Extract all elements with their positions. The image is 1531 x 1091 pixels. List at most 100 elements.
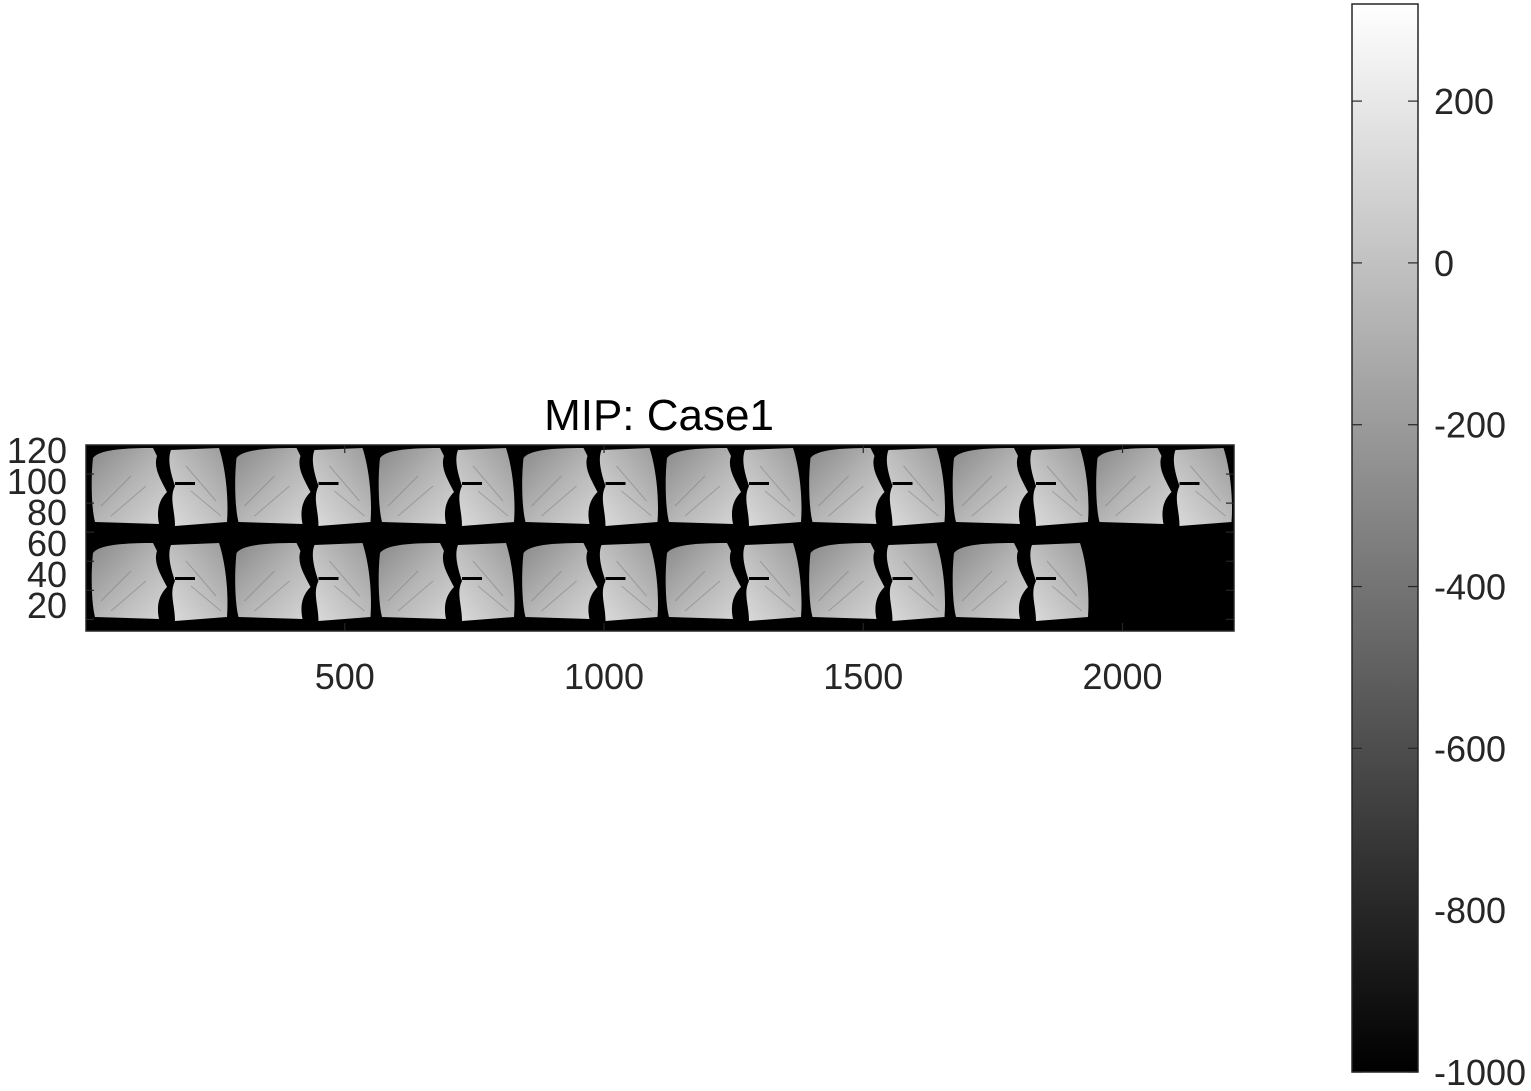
vessel-texture [531, 560, 652, 612]
left-lung-region [235, 448, 311, 524]
colorbar-tick-label: 200 [1434, 81, 1494, 122]
airway-mark [318, 577, 339, 580]
left-lung-region [522, 543, 598, 619]
right-lung-region [743, 543, 802, 621]
vessel-texture [387, 560, 509, 612]
right-lung-region [599, 543, 659, 621]
vessel-texture [100, 465, 222, 517]
montage-tiles [91, 448, 1233, 621]
colorbar-frame [1351, 3, 1419, 1073]
vessel-texture [961, 465, 1083, 517]
y-tick-label: 40 [27, 554, 67, 595]
montage-tile [1096, 448, 1233, 526]
left-lung-region [809, 448, 885, 524]
left-lung-region [378, 448, 454, 524]
vessel-texture [818, 465, 939, 517]
airway-mark [462, 482, 482, 485]
montage-tile [809, 448, 946, 526]
left-lung-region [91, 543, 167, 619]
montage-tile [91, 543, 228, 621]
left-lung-region [522, 448, 598, 524]
left-lung-region [665, 543, 741, 619]
y-tick-label: 120 [7, 430, 67, 471]
left-lung-region [952, 543, 1028, 619]
right-lung-region [169, 448, 228, 526]
right-lung-region [312, 448, 372, 526]
y-tick-label: 80 [27, 492, 67, 533]
colorbar-tick-label: -400 [1434, 567, 1506, 608]
right-lung-region [886, 448, 946, 526]
airway-mark [175, 482, 195, 485]
right-lung-region [169, 543, 228, 621]
y-tick-label: 100 [7, 461, 67, 502]
left-lung-region [235, 543, 311, 619]
left-lung-region [809, 543, 885, 619]
airway-mark [1036, 482, 1056, 485]
vessel-texture [244, 465, 365, 517]
right-lung-region [886, 543, 946, 621]
airway-mark [749, 482, 769, 485]
left-lung-region [378, 543, 454, 619]
colorbar-tick-label: 0 [1434, 243, 1454, 284]
montage-tile [522, 543, 659, 621]
colorbar-ticks: 200 0 -200 -400 -600 -800 -1000 [1352, 81, 1526, 1091]
x-tick-label: 2000 [1082, 656, 1162, 697]
vessel-texture [100, 560, 222, 612]
right-lung-region [1030, 448, 1089, 526]
airway-mark [605, 482, 626, 485]
x-axis-ticks: 500 1000 1500 2000 [315, 445, 1163, 697]
colorbar-tick-label: -1000 [1434, 1052, 1526, 1091]
vessel-texture [674, 560, 796, 612]
airway-mark [1036, 577, 1056, 580]
montage-tile [522, 448, 659, 526]
montage-tile [378, 448, 515, 526]
airway-mark [892, 482, 913, 485]
right-lung-region [1030, 543, 1089, 621]
vessel-texture [387, 465, 509, 517]
airway-mark [605, 577, 626, 580]
montage-tile [952, 448, 1089, 526]
left-lung-region [1096, 448, 1172, 524]
right-lung-region [456, 543, 515, 621]
montage-tile [235, 543, 372, 621]
montage-tile [952, 543, 1089, 621]
colorbar: 200 0 -200 -400 -600 -800 -1000 [1351, 3, 1526, 1091]
right-lung-region [743, 448, 802, 526]
vessel-texture [531, 465, 652, 517]
airway-mark [1179, 482, 1200, 485]
airway-mark [749, 577, 769, 580]
montage-tile [809, 543, 946, 621]
right-lung-region [312, 543, 372, 621]
vessel-texture [961, 560, 1083, 612]
montage-tile [378, 543, 515, 621]
vessel-texture [674, 465, 796, 517]
left-lung-region [91, 448, 167, 524]
airway-mark [318, 482, 339, 485]
left-lung-region [665, 448, 741, 524]
colorbar-tick-label: -800 [1434, 890, 1506, 931]
y-tick-label: 20 [27, 585, 67, 626]
chart-title: MIP: Case1 [544, 391, 774, 440]
x-tick-label: 1000 [564, 656, 644, 697]
montage-tile [665, 543, 802, 621]
montage-tile [665, 448, 802, 526]
x-tick-label: 500 [315, 656, 375, 697]
vessel-texture [818, 560, 939, 612]
axes-frame [85, 444, 1235, 632]
right-lung-region [456, 448, 515, 526]
vessel-texture [244, 560, 365, 612]
vessel-texture [1105, 465, 1226, 517]
right-lung-region [599, 448, 659, 526]
airway-mark [175, 577, 195, 580]
airway-mark [892, 577, 913, 580]
x-tick-label: 1500 [823, 656, 903, 697]
colorbar-tick-label: -600 [1434, 728, 1506, 769]
airway-mark [462, 577, 482, 580]
left-lung-region [952, 448, 1028, 524]
colorbar-tick-label: -200 [1434, 405, 1506, 446]
y-tick-label: 60 [27, 523, 67, 564]
montage-tile [91, 448, 228, 526]
